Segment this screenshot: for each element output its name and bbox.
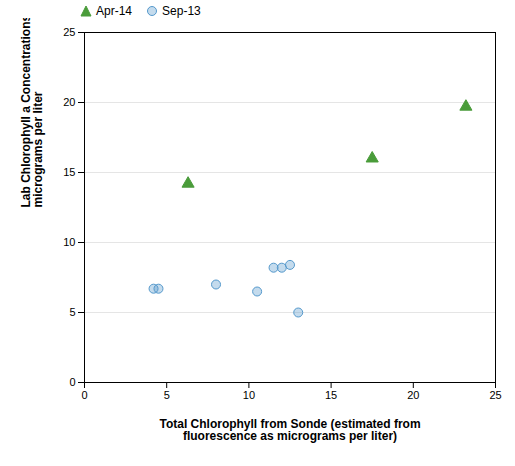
svg-text:20: 20 [63,96,75,108]
svg-text:0: 0 [81,389,87,401]
html-text:Apr-14: Apr-14 [96,4,132,18]
svg-text:0: 0 [69,376,75,388]
svg-text:Lab Chlorophyll a Concentratio: Lab Chlorophyll a Concentrations, inmicr… [19,18,45,208]
svg-text:20: 20 [407,389,419,401]
svg-text:15: 15 [325,389,337,401]
svg-text:5: 5 [69,306,75,318]
svg-text:15: 15 [63,166,75,178]
svg-text:10: 10 [63,236,75,248]
svg-text:25: 25 [63,26,75,38]
svg-text:10: 10 [243,389,255,401]
html-text:Sep-13: Sep-13 [162,4,201,18]
svg-text:25: 25 [489,389,501,401]
svg-text:5: 5 [164,389,170,401]
svg-text:Total Chlorophyll from Sonde (: Total Chlorophyll from Sonde (estimated … [159,417,420,443]
